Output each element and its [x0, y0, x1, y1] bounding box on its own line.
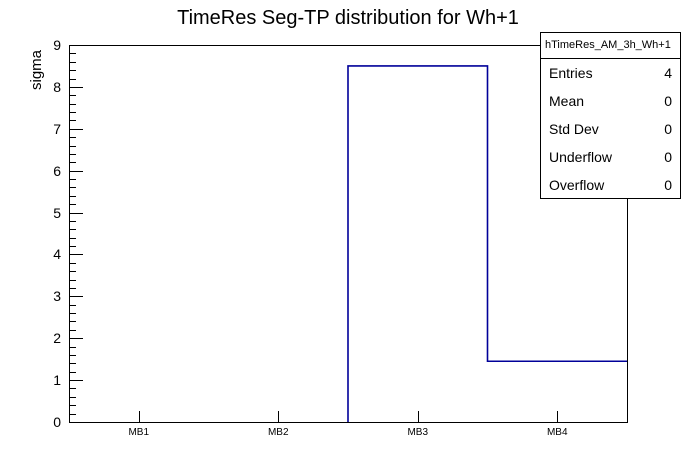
stat-label: Underflow — [549, 149, 613, 165]
x-axis-tick-label: MB3 — [407, 427, 429, 438]
y-axis-tick-label: 3 — [53, 288, 61, 305]
stat-value: 0 — [664, 149, 672, 165]
plot-title: TimeRes Seg-TP distribution for Wh+1 — [177, 7, 519, 29]
stats-box: hTimeRes_AM_3h_Wh+1 Entries 4 Mean 0 Std… — [540, 32, 681, 199]
x-axis-tick-label: MB2 — [267, 427, 289, 438]
y-axis-tick-label: 7 — [53, 120, 61, 137]
stat-label: Std Dev — [549, 121, 599, 137]
stats-row-mean: Mean 0 — [541, 87, 680, 115]
y-axis-tick-label: 8 — [53, 78, 61, 95]
y-axis-tick-label: 0 — [53, 414, 61, 430]
x-axis-tick-label: MB1 — [128, 427, 150, 438]
stats-box-rows: Entries 4 Mean 0 Std Dev 0 Underflow 0 O… — [541, 59, 680, 199]
y-axis-tick-label: 4 — [53, 246, 61, 263]
axis-ticks — [69, 45, 558, 423]
stats-row-overflow: Overflow 0 — [541, 171, 680, 199]
stat-value: 0 — [664, 93, 672, 109]
y-axis-tick-label: 6 — [53, 162, 61, 179]
stats-row-stddev: Std Dev 0 — [541, 115, 680, 143]
stat-value: 0 — [664, 121, 672, 137]
y-axis-tick-label: 1 — [53, 372, 61, 389]
plot-frame — [69, 45, 628, 423]
y-axis-tick-label: 2 — [53, 330, 61, 347]
stats-row-underflow: Underflow 0 — [541, 143, 680, 171]
x-axis-tick-label: MB4 — [546, 427, 568, 438]
y-axis-tick-label: 5 — [53, 204, 61, 221]
y-axis-tick-label: 9 — [53, 37, 61, 53]
stat-label: Entries — [549, 65, 593, 81]
stat-label: Overflow — [549, 177, 605, 193]
stat-value: 4 — [664, 65, 672, 81]
y-axis-title: sigma — [28, 50, 45, 91]
histogram-line — [347, 65, 627, 422]
stat-label: Mean — [549, 93, 585, 109]
stat-value: 0 — [664, 177, 672, 193]
stats-box-title: hTimeRes_AM_3h_Wh+1 — [541, 33, 680, 59]
stats-row-entries: Entries 4 — [541, 59, 680, 87]
